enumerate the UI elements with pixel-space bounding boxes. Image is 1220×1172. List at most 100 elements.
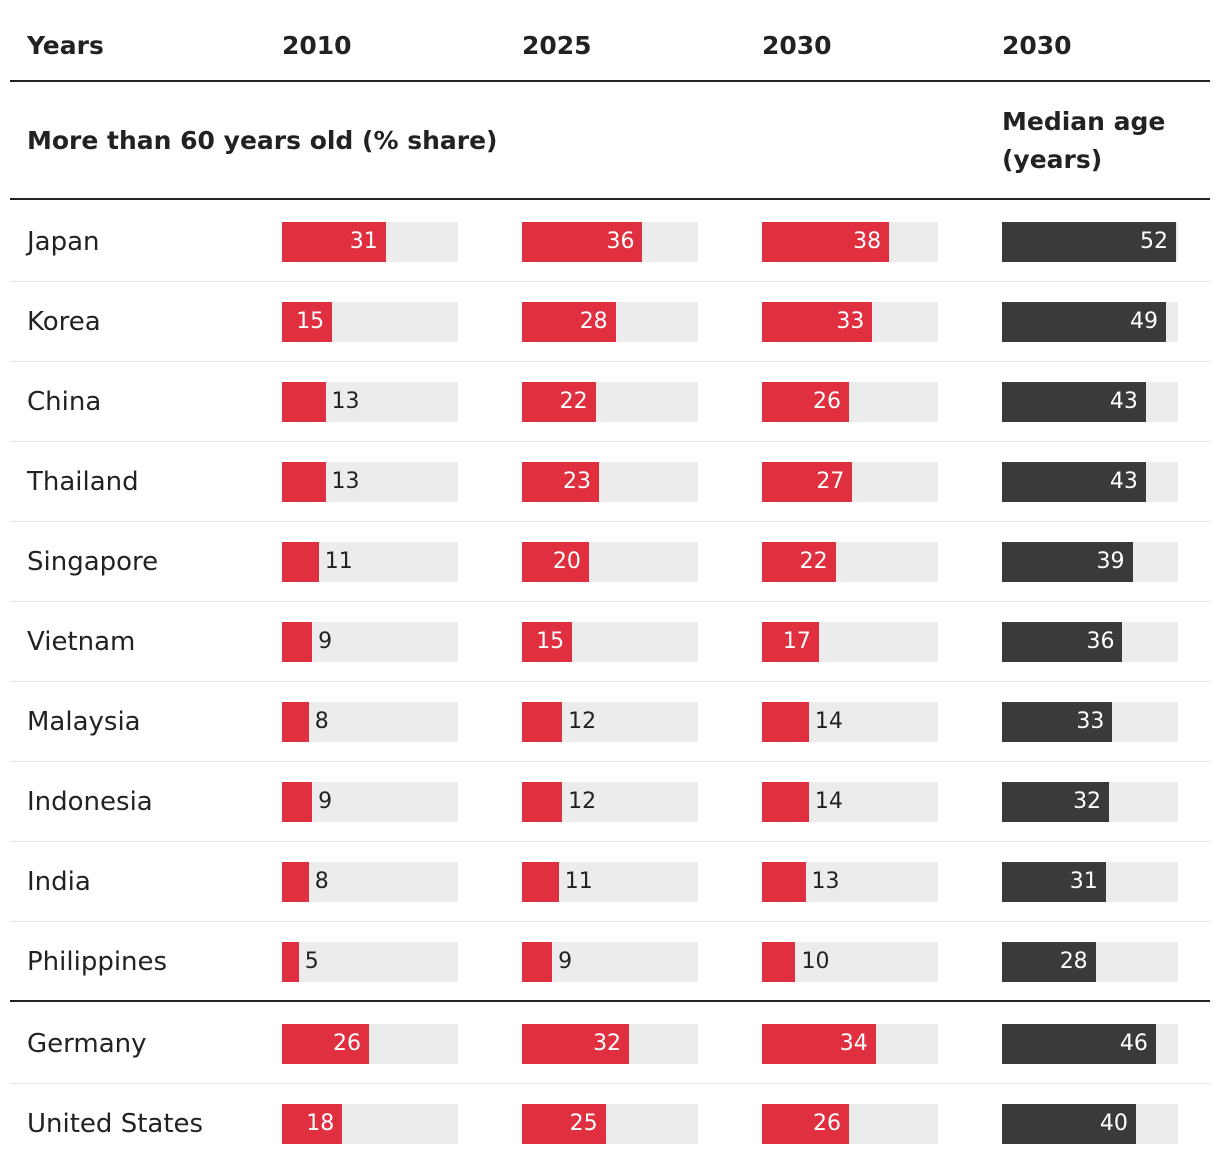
bar-track bbox=[282, 942, 458, 982]
bar bbox=[282, 542, 319, 582]
bar bbox=[762, 382, 849, 422]
bar bbox=[1002, 702, 1113, 742]
bar bbox=[522, 862, 559, 902]
bar bbox=[282, 302, 333, 342]
subheader-median: Median age (years) bbox=[1002, 107, 1166, 174]
country-label: Japan bbox=[27, 227, 100, 257]
bar bbox=[762, 542, 836, 582]
bar bbox=[522, 222, 643, 262]
subheader-rule bbox=[10, 198, 1210, 200]
bar bbox=[282, 782, 313, 822]
bar bbox=[1002, 622, 1123, 662]
value-label: 12 bbox=[568, 789, 597, 814]
country-label: China bbox=[27, 387, 102, 417]
bar bbox=[1002, 542, 1133, 582]
row-separator bbox=[10, 441, 1210, 442]
value-label: 28 bbox=[1059, 949, 1088, 974]
value-label: 36 bbox=[1086, 629, 1115, 654]
bar bbox=[1002, 1104, 1136, 1144]
bar bbox=[762, 1024, 876, 1064]
column-header: Years bbox=[27, 31, 104, 60]
value-label: 13 bbox=[811, 869, 840, 894]
value-label: 14 bbox=[814, 709, 843, 734]
value-label: 14 bbox=[814, 789, 843, 814]
value-label: 28 bbox=[579, 309, 608, 334]
value-label: 46 bbox=[1119, 1031, 1148, 1056]
bar bbox=[522, 1024, 630, 1064]
country-label: United States bbox=[27, 1109, 204, 1139]
value-label: 52 bbox=[1140, 229, 1168, 254]
bar bbox=[762, 302, 873, 342]
country-label: Vietnam bbox=[27, 627, 136, 657]
bar bbox=[762, 782, 809, 822]
value-label: 18 bbox=[306, 1111, 335, 1136]
column-header: 2030 bbox=[762, 31, 832, 60]
value-label: 12 bbox=[568, 709, 597, 734]
row-separator bbox=[10, 521, 1210, 522]
value-label: 43 bbox=[1109, 469, 1138, 494]
bar bbox=[762, 462, 853, 502]
value-label: 33 bbox=[1076, 709, 1105, 734]
value-label: 32 bbox=[593, 1031, 622, 1056]
value-label: 11 bbox=[564, 869, 593, 894]
value-label: 40 bbox=[1099, 1111, 1128, 1136]
bar-track bbox=[282, 862, 458, 902]
value-label: 31 bbox=[1069, 869, 1098, 894]
country-label: Indonesia bbox=[27, 787, 153, 817]
value-label: 25 bbox=[569, 1111, 598, 1136]
group-rule bbox=[10, 1000, 1210, 1002]
value-label: 27 bbox=[816, 469, 845, 494]
value-label: 5 bbox=[304, 949, 319, 974]
bar bbox=[522, 1104, 606, 1144]
bar bbox=[282, 1024, 369, 1064]
value-label: 20 bbox=[552, 549, 581, 574]
value-label: 15 bbox=[296, 309, 325, 334]
row-separator bbox=[10, 1083, 1210, 1084]
row-separator bbox=[10, 601, 1210, 602]
country-label: Thailand bbox=[27, 467, 139, 497]
bar bbox=[282, 702, 309, 742]
value-label: 22 bbox=[559, 389, 588, 414]
bar bbox=[282, 382, 326, 422]
bar bbox=[762, 222, 890, 262]
header-rule bbox=[10, 80, 1210, 82]
value-label: 9 bbox=[558, 949, 573, 974]
row-separator bbox=[10, 361, 1210, 362]
value-label: 10 bbox=[801, 949, 830, 974]
value-label: 32 bbox=[1073, 789, 1102, 814]
bar bbox=[1002, 942, 1096, 982]
column-header: 2010 bbox=[282, 31, 352, 60]
value-label: 34 bbox=[839, 1031, 868, 1056]
country-label: India bbox=[27, 867, 91, 897]
subheader-share: More than 60 years old (% share) bbox=[27, 126, 498, 155]
bar bbox=[522, 942, 553, 982]
value-label: 31 bbox=[349, 229, 378, 254]
row-separator bbox=[10, 761, 1210, 762]
bar bbox=[282, 862, 309, 902]
bar bbox=[762, 622, 819, 662]
bar bbox=[1002, 862, 1106, 902]
bar bbox=[282, 222, 386, 262]
bar bbox=[282, 462, 326, 502]
bar bbox=[1002, 302, 1166, 342]
value-label: 26 bbox=[813, 1111, 841, 1136]
country-label: Singapore bbox=[27, 547, 159, 577]
bar bbox=[282, 1104, 343, 1144]
bar bbox=[522, 542, 589, 582]
value-label: 9 bbox=[318, 789, 333, 814]
value-label: 23 bbox=[562, 469, 591, 494]
bar bbox=[1002, 462, 1146, 502]
bar bbox=[1002, 1024, 1156, 1064]
value-label: 33 bbox=[836, 309, 865, 334]
value-label: 17 bbox=[782, 629, 811, 654]
bar bbox=[762, 942, 796, 982]
column-header: 2025 bbox=[522, 31, 592, 60]
bar bbox=[762, 702, 809, 742]
bar bbox=[282, 942, 299, 982]
bar-track bbox=[282, 702, 458, 742]
bar bbox=[1002, 382, 1146, 422]
value-label: 26 bbox=[333, 1031, 361, 1056]
value-label: 22 bbox=[799, 549, 828, 574]
country-label: Philippines bbox=[27, 947, 168, 977]
